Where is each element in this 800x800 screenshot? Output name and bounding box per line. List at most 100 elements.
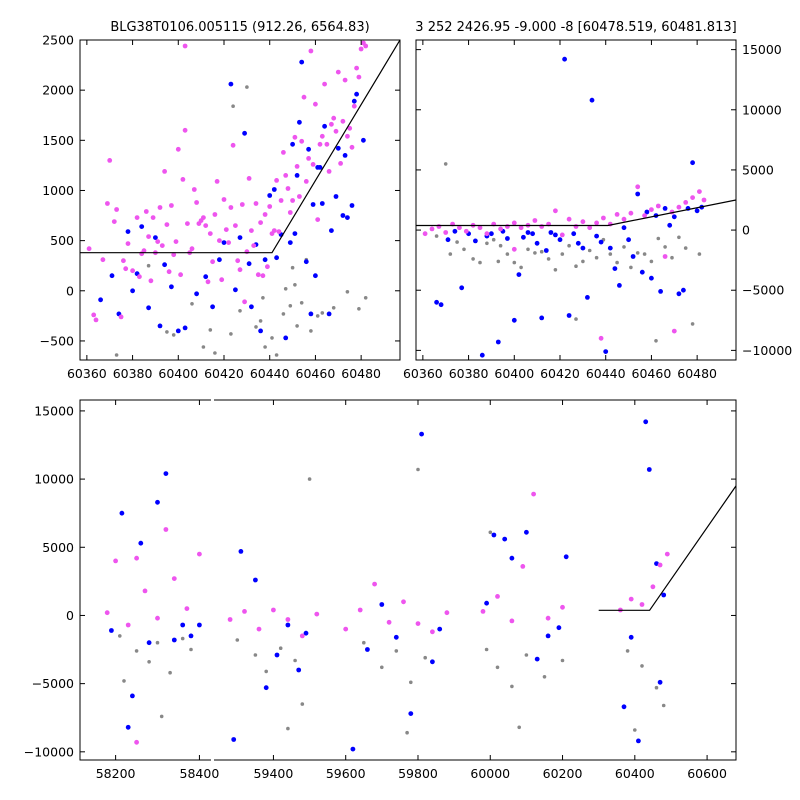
data-point [553,268,558,272]
data-point [231,737,237,742]
y-tick-label: −500 [40,333,74,348]
data-point [331,115,337,121]
data-point [194,291,200,297]
data-point [443,230,449,235]
data-point [299,633,305,639]
data-point [288,304,293,308]
full-light-curve-panel: 58200 58400 59400 59600 59800 60000 60200 60400… [24,399,737,781]
data-point [274,255,279,261]
data-point [354,65,359,71]
data-point [365,647,370,652]
data-point [210,259,216,265]
data-point [326,169,332,174]
data-point [125,724,131,730]
data-point [478,260,482,265]
data-point [221,197,227,202]
data-point [313,101,318,107]
data-point [130,268,136,274]
data-point [622,245,626,249]
data-point [162,262,168,268]
data-point [253,577,258,583]
x-tick-label: 60380 [449,366,489,381]
data-point [254,325,258,329]
data-point [443,162,448,166]
y-tick-label: 2500 [42,33,74,48]
data-point [656,236,661,241]
data-point [290,265,295,270]
data-point [153,235,158,241]
data-point [105,201,110,206]
data-point [100,257,106,263]
data-point [274,178,279,183]
data-point [322,81,327,87]
zoom-panel-left: BLG38T0106.005115 (912.26, 6564.83) 6036… [40,20,401,381]
y-tick-label: 0 [742,223,750,238]
x-tick-label: 60460 [296,366,336,381]
data-point [452,228,458,234]
data-point [524,653,529,657]
data-point [182,325,188,331]
data-point [525,230,531,235]
y-tick-label: 15000 [742,42,782,57]
data-point [519,265,523,270]
data-point [598,239,604,245]
data-point [189,246,195,252]
data-point [357,307,361,311]
data-point [329,228,334,234]
data-point [290,141,295,147]
data-point [363,43,369,49]
data-point [118,314,124,320]
data-point [293,658,297,663]
data-point [587,225,593,231]
data-point [303,179,309,184]
zoom-panel-right-title: 3 252 2426.95 -9.000 -8 [60478.519, 6048… [415,20,736,35]
data-point [231,104,235,108]
data-point [694,208,700,214]
data-point [163,471,169,476]
data-point [290,198,295,203]
data-point [517,725,521,730]
x-tick-label: 60400 [494,366,534,381]
data-point [560,658,565,663]
data-point [607,245,613,251]
data-point [237,235,243,241]
data-point [246,261,252,267]
data-point [235,258,241,264]
data-point [484,647,489,652]
data-point [598,335,604,341]
data-point [203,223,209,229]
data-point [498,226,503,232]
data-point [134,555,140,561]
data-point [142,588,148,594]
data-point [621,216,627,222]
data-point [159,243,165,249]
data-point [297,194,302,199]
data-point [314,611,320,617]
data-point [629,265,633,270]
data-point [212,212,218,217]
y-tick-label: 5000 [742,162,774,177]
data-point [180,636,185,641]
data-point [263,685,269,691]
data-point [670,255,674,260]
model-fit-line [80,40,400,254]
data-point [185,221,190,227]
data-point [496,259,501,264]
data-point [345,215,350,221]
data-point [580,219,586,225]
data-point [644,209,650,215]
data-point [511,220,517,226]
data-point [566,216,572,222]
data-point [548,230,554,235]
data-point [258,328,263,334]
data-point [361,137,366,143]
data-point [163,527,169,532]
data-point [511,246,517,252]
data-point [628,634,634,640]
data-point [256,626,262,632]
data-point [299,138,305,144]
data-point [292,231,298,237]
x-tick-label: 60360 [403,366,443,381]
data-point [255,272,261,278]
data-point [150,215,156,221]
